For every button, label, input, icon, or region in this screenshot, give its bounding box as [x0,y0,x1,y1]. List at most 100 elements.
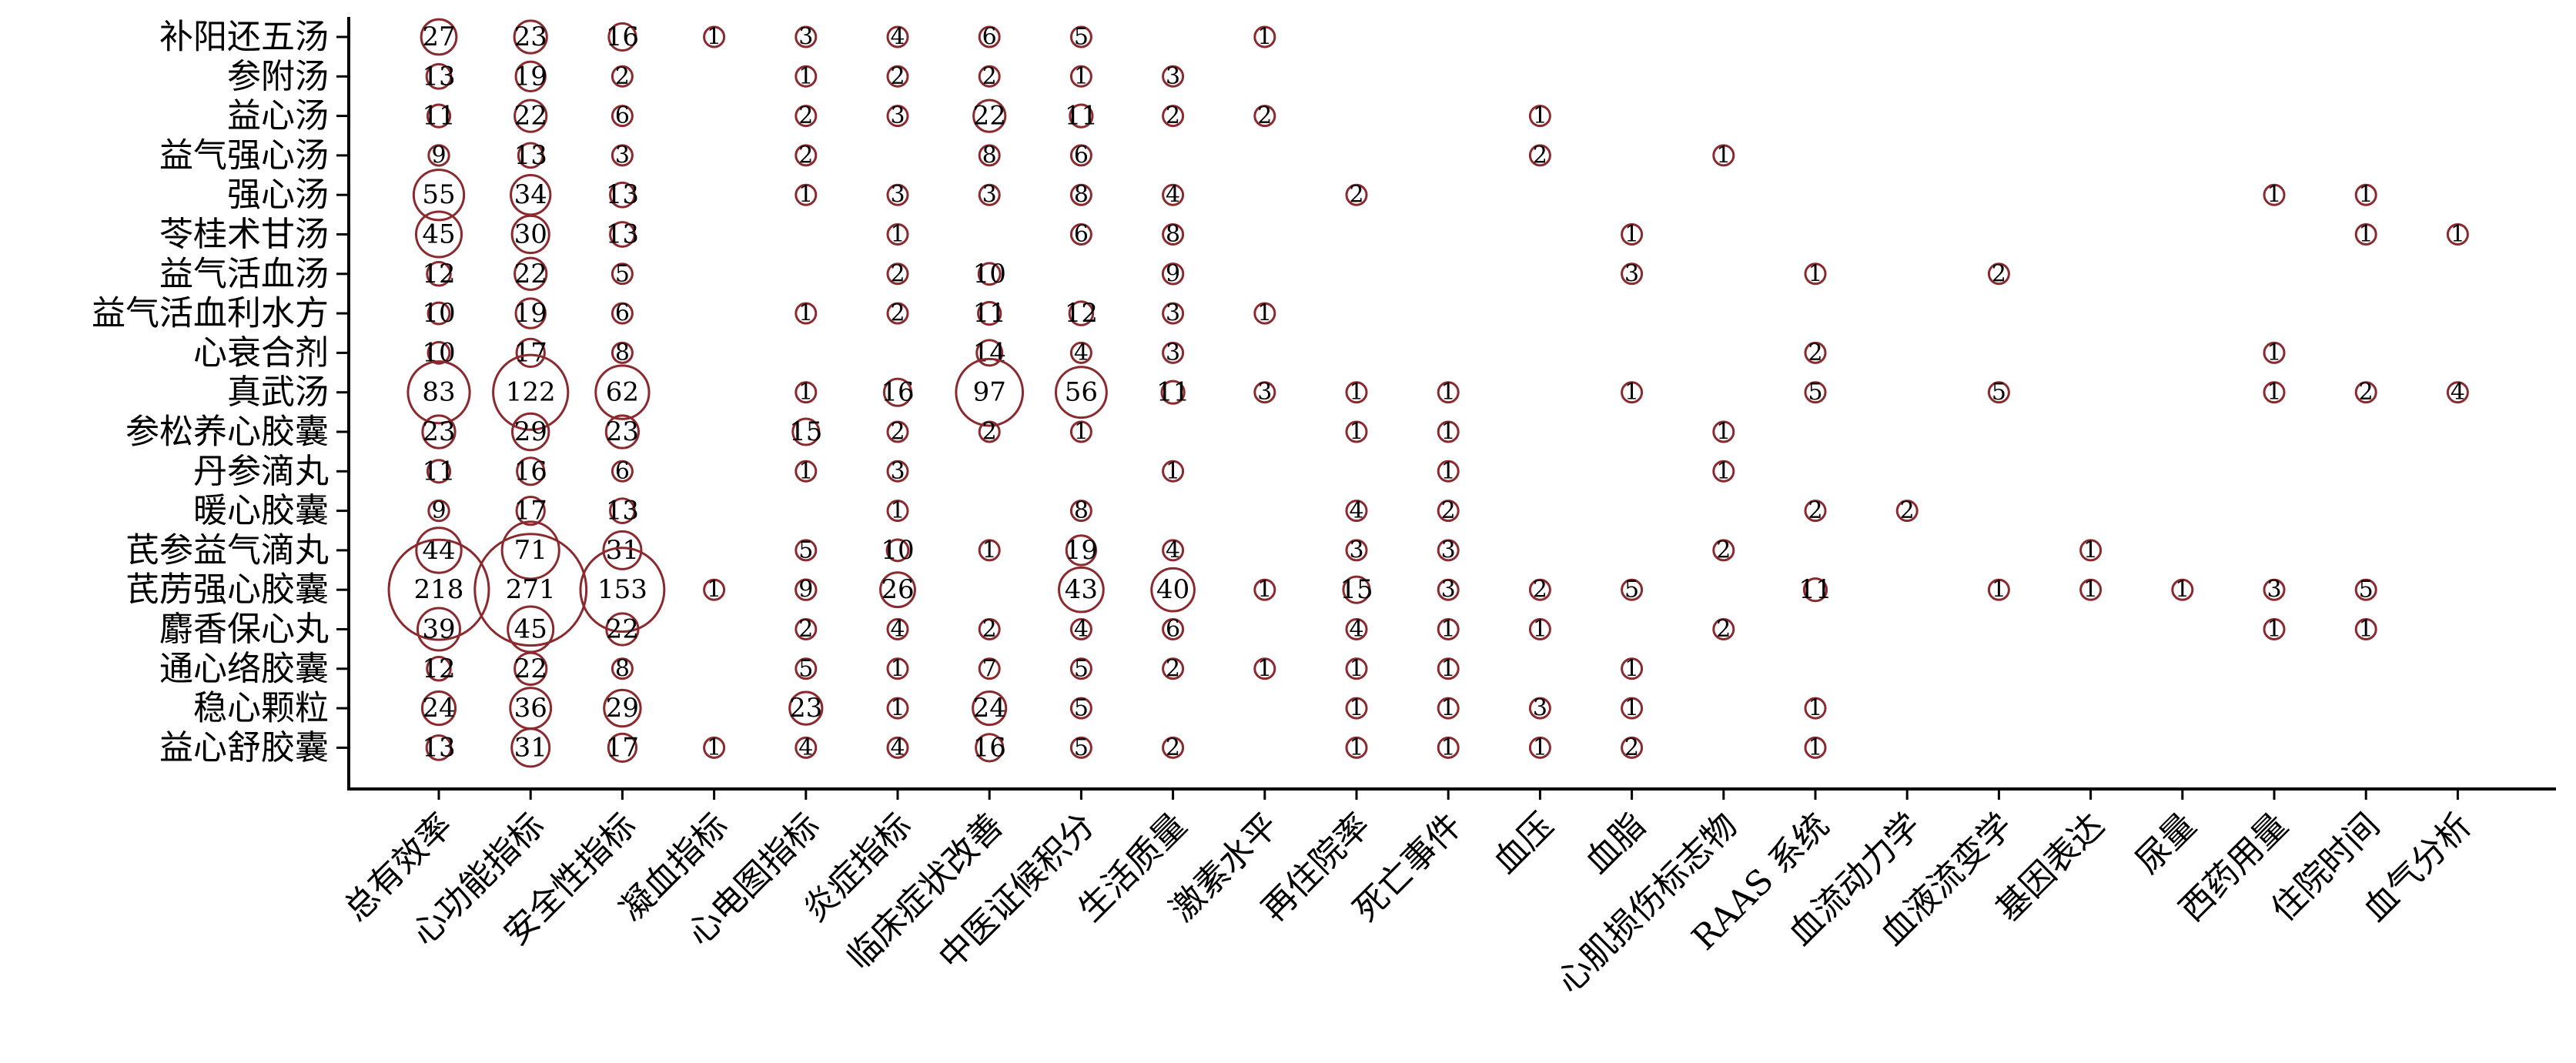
bubble [2263,618,2286,640]
bubble-value-label: 2 [1716,616,1731,643]
bubble-value-label: 2 [1166,734,1180,761]
bubble [1528,144,1551,167]
bubble [795,381,818,404]
y-tick-label: 参松养心胶囊 [125,413,329,452]
bubble-value-label: 4 [1349,616,1363,643]
bubble [1621,223,1644,246]
bubble-value-label: 22 [514,654,547,684]
bubble [1162,65,1185,88]
bubble [795,183,818,206]
bubble-value-label: 56 [1065,377,1098,408]
bubble [1804,697,1827,720]
bubble-value-label: 4 [1074,616,1089,643]
bubble [2354,618,2377,640]
bubble [1712,539,1735,562]
bubble-value-label: 13 [606,179,639,210]
bubble-value-label: 1 [2083,537,2098,563]
bubble-value-label: 15 [1340,574,1373,605]
x-tick-label: 血脂 [1577,806,1653,881]
bubble-value-label: 8 [1166,221,1180,248]
bubble-value-label: 2 [1533,577,1547,603]
bubble [1528,105,1551,128]
bubble [1621,262,1644,286]
bubble-value-label: 1 [798,63,813,90]
bubble-value-label: 13 [606,496,639,526]
bubble [972,99,1007,133]
bubble-value-label: 1 [1074,419,1089,446]
bubble [978,539,1001,562]
bubble-value-label: 11 [1065,101,1098,132]
bubble-value-label: 10 [881,535,914,566]
bubble [886,697,909,720]
bubble-value-label: 3 [1441,537,1456,563]
bubble [795,302,818,325]
bubble [1437,657,1460,680]
bubble [1253,578,1276,601]
bubble [1069,144,1092,167]
bubble [2446,223,2469,246]
bubble-value-label: 6 [1074,221,1089,248]
bubble [795,460,818,483]
bubble-value-label: 1 [2267,616,2281,643]
bubble [1069,500,1092,523]
bubble-value-label: 9 [431,142,446,169]
bubble-value-label: 26 [881,574,914,605]
bubble [2171,578,2194,601]
bubble [1437,736,1460,759]
bubble-value-label: 1 [1624,379,1639,406]
bubble-value-label: 1 [1349,695,1363,722]
bubble-value-label: 4 [890,616,905,643]
bubble-value-label: 22 [606,614,639,645]
bubble-value-label: 2 [1808,497,1822,524]
bubble-value-label: 1 [2359,182,2374,209]
bubble [1621,697,1644,720]
bubble [1345,736,1368,759]
bubble [795,105,818,128]
bubble [492,353,570,431]
bubble-value-label: 5 [1992,379,2006,406]
bubble [1162,657,1185,680]
bubble-value-label: 1 [1716,142,1731,169]
bubble [977,262,1002,286]
bubble [514,651,548,686]
bubble [1069,697,1092,720]
bubble-value-label: 1 [1441,734,1456,761]
bubble-value-label: 13 [422,732,455,763]
bubble-value-label: 2 [1166,102,1180,129]
bubble-value-label: 14 [973,337,1006,368]
bubble [795,736,818,759]
y-tick-label: 苓桂术甘汤 [159,215,329,254]
bubble [886,302,909,325]
bubble [611,460,634,483]
bubble-value-label: 218 [414,574,464,605]
bubble [609,221,636,248]
bubble [791,417,821,446]
bubble [1162,460,1185,483]
bubble [1161,262,1185,286]
bubble-value-label: 2 [1716,537,1731,563]
bubble-value-label: 3 [1166,63,1180,90]
bubble-value-label: 5 [615,260,630,287]
bubble [886,460,909,483]
bubble [1437,618,1460,640]
bubble [1437,500,1460,523]
bubble [1054,366,1108,420]
bubble [1162,223,1185,246]
bubble [1345,697,1368,720]
bubble [1253,25,1276,48]
bubble-value-label: 34 [514,179,547,210]
bubble [1804,381,1827,404]
bubble-value-label: 1 [1257,300,1272,327]
bubble [1069,736,1092,759]
bubble [2263,183,2286,206]
bubble-value-label: 23 [789,693,822,724]
bubble-value-label: 1 [1441,655,1456,682]
bubble-value-label: 71 [514,535,547,566]
bubble-value-label: 6 [1074,142,1089,169]
bubble [1802,577,1828,603]
bubble-value-label: 3 [1257,379,1272,406]
bubble [1069,65,1092,88]
bubble-value-label: 5 [1074,655,1089,682]
bubble-value-label: 2 [798,142,813,169]
bubble [1345,381,1368,404]
